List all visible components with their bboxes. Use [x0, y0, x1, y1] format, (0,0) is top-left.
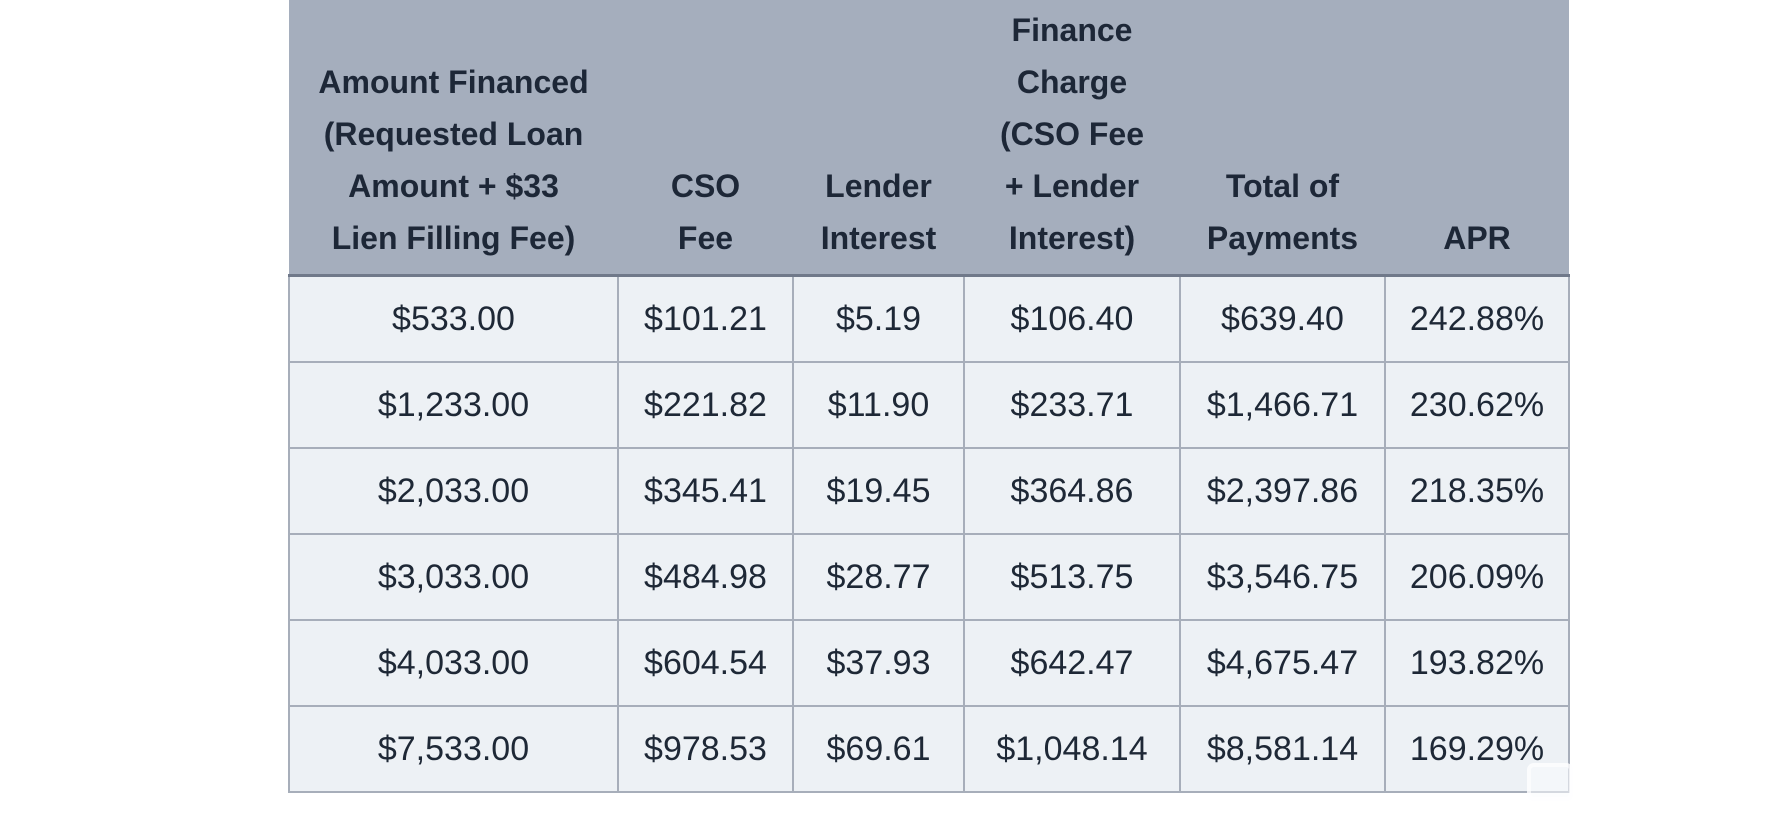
table-row: $4,033.00 $604.54 $37.93 $642.47 $4,675.… [288, 619, 1570, 707]
cell-total-of-payments: $1,466.71 [1179, 361, 1386, 449]
loan-apr-table: Amount Financed (Requested Loan Amount +… [288, 0, 1570, 793]
cell-lender-interest: $19.45 [792, 447, 965, 535]
cell-cso-fee: $604.54 [617, 619, 794, 707]
column-header-total-of-payments: Total of Payments [1180, 0, 1385, 277]
cell-total-of-payments: $639.40 [1179, 274, 1386, 363]
cell-total-of-payments: $2,397.86 [1179, 447, 1386, 535]
table-row: $1,233.00 $221.82 $11.90 $233.71 $1,466.… [288, 361, 1570, 449]
cell-cso-fee: $101.21 [617, 274, 794, 363]
cell-total-of-payments: $8,581.14 [1179, 705, 1386, 793]
watermark-icon [1527, 763, 1573, 801]
cell-amount-financed: $2,033.00 [288, 447, 619, 535]
table-header-row: Amount Financed (Requested Loan Amount +… [289, 0, 1569, 277]
cell-cso-fee: $345.41 [617, 447, 794, 535]
cell-apr: 242.88% [1384, 274, 1570, 363]
cell-apr: 169.29% [1384, 705, 1570, 793]
cell-lender-interest: $11.90 [792, 361, 965, 449]
cell-finance-charge: $1,048.14 [963, 705, 1181, 793]
cell-cso-fee: $978.53 [617, 705, 794, 793]
cell-finance-charge: $364.86 [963, 447, 1181, 535]
table-row: $3,033.00 $484.98 $28.77 $513.75 $3,546.… [288, 533, 1570, 621]
cell-lender-interest: $5.19 [792, 274, 965, 363]
cell-apr: 193.82% [1384, 619, 1570, 707]
column-header-amount-financed: Amount Financed (Requested Loan Amount +… [289, 0, 618, 277]
cell-lender-interest: $28.77 [792, 533, 965, 621]
cell-finance-charge: $513.75 [963, 533, 1181, 621]
cell-cso-fee: $221.82 [617, 361, 794, 449]
column-header-finance-charge: Finance Charge (CSO Fee + Lender Interes… [964, 0, 1180, 277]
cell-lender-interest: $69.61 [792, 705, 965, 793]
column-header-cso-fee: CSO Fee [618, 0, 793, 277]
cell-finance-charge: $642.47 [963, 619, 1181, 707]
cell-cso-fee: $484.98 [617, 533, 794, 621]
table-row: $533.00 $101.21 $5.19 $106.40 $639.40 24… [288, 274, 1570, 363]
cell-amount-financed: $1,233.00 [288, 361, 619, 449]
cell-amount-financed: $7,533.00 [288, 705, 619, 793]
cell-apr: 206.09% [1384, 533, 1570, 621]
cell-apr: 218.35% [1384, 447, 1570, 535]
cell-finance-charge: $106.40 [963, 274, 1181, 363]
cell-finance-charge: $233.71 [963, 361, 1181, 449]
cell-total-of-payments: $4,675.47 [1179, 619, 1386, 707]
cell-amount-financed: $3,033.00 [288, 533, 619, 621]
table-row: $7,533.00 $978.53 $69.61 $1,048.14 $8,58… [288, 705, 1570, 793]
cell-apr: 230.62% [1384, 361, 1570, 449]
column-header-lender-interest: Lender Interest [793, 0, 964, 277]
cell-total-of-payments: $3,546.75 [1179, 533, 1386, 621]
table-row: $2,033.00 $345.41 $19.45 $364.86 $2,397.… [288, 447, 1570, 535]
table-body: $533.00 $101.21 $5.19 $106.40 $639.40 24… [288, 274, 1570, 793]
cell-amount-financed: $533.00 [288, 274, 619, 363]
cell-amount-financed: $4,033.00 [288, 619, 619, 707]
cell-lender-interest: $37.93 [792, 619, 965, 707]
column-header-apr: APR [1385, 0, 1569, 277]
